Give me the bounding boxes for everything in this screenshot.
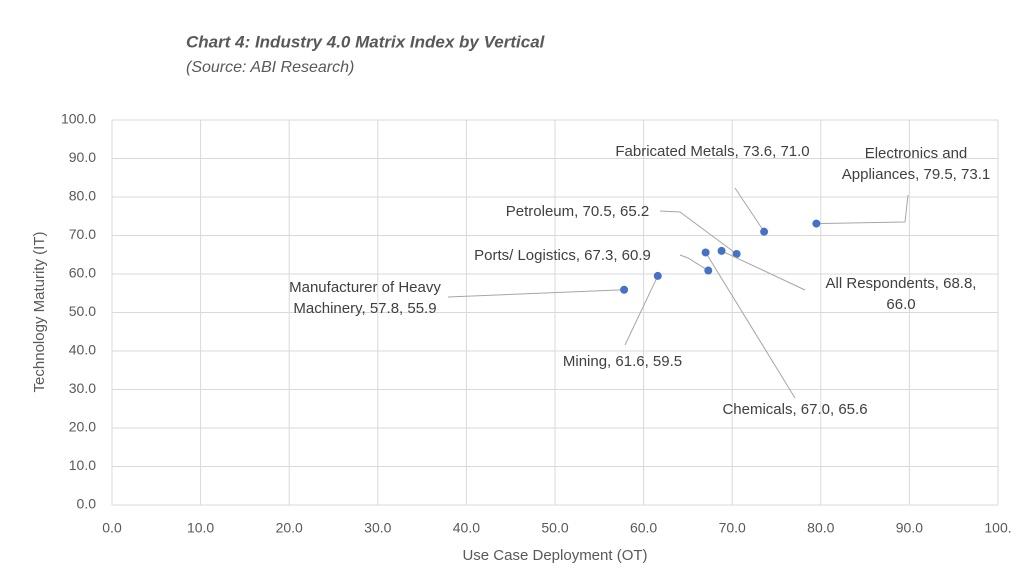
leader-line xyxy=(816,194,909,225)
leader-line xyxy=(679,254,709,271)
x-tick-label: 30.0 xyxy=(364,520,391,536)
data-label: Mining, 61.6, 59.5 xyxy=(562,353,683,370)
y-tick-label: 20.0 xyxy=(69,419,96,435)
data-label: Electronics and Appliances, 79.5, 73.1 xyxy=(841,145,991,183)
x-tick-label: 80.0 xyxy=(807,520,834,536)
data-label: Manufacturer of Heavy Machinery, 57.8, 5… xyxy=(289,279,441,317)
y-tick-label: 50.0 xyxy=(69,303,96,319)
x-tick-label: 10.0 xyxy=(187,520,214,536)
data-label: Ports/ Logistics, 67.3, 60.9 xyxy=(474,247,651,264)
x-tick-label: 50.0 xyxy=(541,520,568,536)
x-tick-label: 20.0 xyxy=(276,520,303,536)
point xyxy=(717,246,726,255)
y-tick-label: 10.0 xyxy=(69,457,96,473)
chart-title: Chart 4: Industry 4.0 Matrix Index by Ve… xyxy=(186,32,546,51)
x-tick-label: 60.0 xyxy=(630,520,657,536)
y-tick-label: 70.0 xyxy=(69,226,96,242)
y-tick-label: 100.0 xyxy=(61,111,96,127)
data-label: Chemicals, 67.0, 65.6 xyxy=(722,401,868,418)
data-label: Fabricated Metals, 73.6, 71.0 xyxy=(615,143,810,160)
y-axis-label: Technology Maturity (IT) xyxy=(31,232,48,393)
y-tick-label: 0.0 xyxy=(77,496,97,512)
y-tick-label: 90.0 xyxy=(69,149,96,165)
leader-line xyxy=(705,252,796,399)
x-axis-label: Use Case Deployment (OT) xyxy=(462,547,647,564)
point xyxy=(704,266,713,275)
data-label: Petroleum, 70.5, 65.2 xyxy=(505,203,650,220)
y-tick-label: 80.0 xyxy=(69,188,96,204)
chart-subtitle: (Source: ABI Research) xyxy=(186,59,354,76)
leader-line xyxy=(447,289,625,298)
point xyxy=(760,227,769,236)
x-tick-label: 0.0 xyxy=(102,520,122,536)
leader-line xyxy=(659,210,737,255)
x-tick-label: 40.0 xyxy=(453,520,480,536)
x-tick-label: 70.0 xyxy=(719,520,746,536)
y-tick-label: 60.0 xyxy=(69,265,96,281)
point xyxy=(812,219,821,228)
leader-line xyxy=(624,275,659,346)
x-tick-label: 100. xyxy=(984,520,1011,536)
point xyxy=(732,249,741,258)
y-tick-label: 30.0 xyxy=(69,380,96,396)
y-tick-label: 40.0 xyxy=(69,342,96,358)
point xyxy=(701,248,710,257)
x-tick-label: 90.0 xyxy=(896,520,923,536)
leader-line xyxy=(734,187,765,232)
point xyxy=(620,285,629,294)
data-label: All Respondents, 68.8, 66.0 xyxy=(825,275,977,313)
point xyxy=(653,271,662,280)
leader-line xyxy=(721,250,806,291)
